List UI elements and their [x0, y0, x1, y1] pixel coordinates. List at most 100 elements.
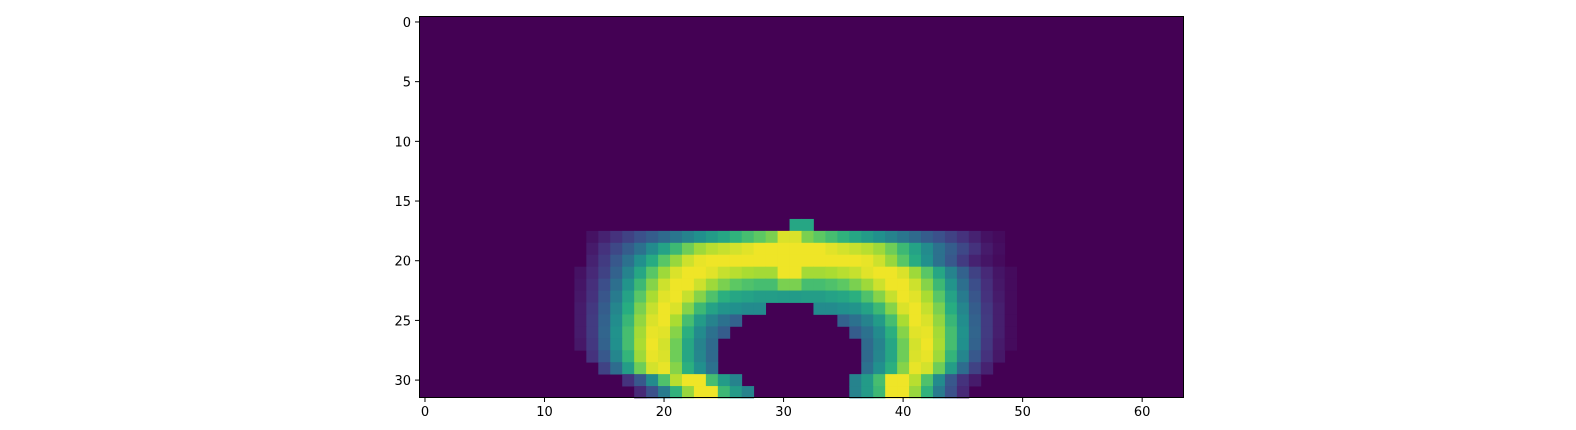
heatmap-cell	[705, 362, 719, 375]
heatmap-cell	[849, 254, 862, 268]
heatmap-cell	[741, 302, 755, 315]
heatmap-cell	[968, 266, 982, 280]
heatmap-cell	[944, 242, 958, 256]
x-axis: 0 10 20 30 40 50 60	[421, 398, 1150, 420]
heatmap-cell	[944, 326, 958, 339]
heatmap-cell	[932, 314, 946, 327]
heatmap-cell	[681, 278, 695, 291]
heatmap-cell	[753, 266, 767, 280]
heatmap-cell	[980, 314, 994, 327]
heatmap-cell	[909, 350, 922, 363]
heatmap-cell	[693, 230, 707, 244]
heatmap-cell	[932, 362, 946, 375]
heatmap-cell	[932, 374, 946, 387]
y-axis: 0 5 10 15 20 25 30	[394, 16, 419, 389]
heatmap-cell	[873, 314, 886, 327]
heatmap-cell	[932, 230, 946, 244]
heatmap-cell	[717, 374, 731, 387]
heatmap-cell	[753, 278, 767, 291]
heatmap-cell	[646, 278, 659, 291]
heatmap-cell	[897, 362, 910, 375]
heatmap-cell	[610, 302, 623, 315]
heatmap-cell	[968, 374, 982, 387]
heatmap-cell	[956, 338, 970, 351]
heatmap-cell	[921, 362, 934, 375]
heatmap-cell	[598, 230, 611, 244]
heatmap-cell	[861, 254, 874, 268]
heatmap-cell	[909, 386, 922, 399]
heatmap-cell	[658, 326, 671, 339]
heatmap-cell	[932, 386, 946, 399]
heatmap-cell	[825, 266, 838, 280]
heatmap-cell	[693, 362, 707, 375]
heatmap-cell	[658, 302, 671, 315]
heatmap-cell	[873, 242, 886, 256]
heatmap-cell	[705, 266, 719, 280]
heatmap-cell	[586, 350, 599, 363]
heatmap-cell	[921, 302, 934, 315]
heatmap-cell	[634, 362, 647, 375]
heatmap-cell	[932, 338, 946, 351]
heatmap-cell	[980, 302, 994, 315]
heatmap-cell	[825, 230, 838, 244]
heatmap-cell	[777, 254, 790, 268]
heatmap-cell	[992, 350, 1006, 363]
heatmap-cell	[909, 290, 922, 303]
heatmap-cell	[992, 326, 1006, 339]
x-tick-label: 40	[895, 405, 912, 420]
heatmap-cell	[921, 242, 934, 256]
heatmap-cell	[861, 338, 874, 351]
heatmap-cell	[873, 278, 886, 291]
heatmap-cell	[921, 254, 934, 268]
heatmap-cell	[1004, 314, 1018, 327]
heatmap-cell	[1004, 338, 1018, 351]
heatmap-cell	[1004, 266, 1018, 280]
y-tick-label: 15	[394, 195, 411, 210]
heatmap-cell	[921, 326, 934, 339]
heatmap-cell	[849, 278, 862, 291]
heatmap-cell	[944, 338, 958, 351]
heatmap-cell	[932, 242, 946, 256]
y-tick-label: 20	[394, 255, 411, 270]
heatmap-cell	[968, 326, 982, 339]
heatmap-cell	[598, 314, 611, 327]
heatmap-cell	[622, 374, 635, 387]
heatmap-cell	[944, 278, 958, 291]
heatmap-cell	[932, 302, 946, 315]
heatmap-cell	[646, 230, 659, 244]
heatmap-cell	[729, 254, 743, 268]
heatmap-cell	[909, 242, 922, 256]
heatmap-cell	[777, 278, 790, 291]
heatmap-cell	[813, 278, 826, 291]
y-tick-label: 30	[394, 374, 411, 389]
heatmap-cell	[622, 350, 635, 363]
heatmap-cell	[861, 362, 874, 375]
heatmap-cell	[670, 290, 683, 303]
heatmap-cell	[670, 362, 683, 375]
heatmap-cell	[789, 254, 802, 268]
heatmap-cell	[897, 302, 910, 315]
heatmap-cell	[909, 278, 922, 291]
heatmap-cell	[968, 338, 982, 351]
heatmap-cell	[646, 302, 659, 315]
heatmap-cell	[670, 278, 683, 291]
heatmap-cell	[909, 326, 922, 339]
heatmap-cell	[849, 314, 862, 327]
heatmap-cell	[765, 290, 778, 303]
heatmap-cell	[670, 254, 683, 268]
heatmap-cell	[753, 254, 767, 268]
heatmap-cell	[717, 290, 731, 303]
heatmap-cell	[897, 386, 910, 399]
heatmap-cell	[837, 254, 850, 268]
heatmap-cell	[610, 350, 623, 363]
heatmap-cell	[658, 386, 671, 399]
heatmap-cell	[705, 302, 719, 315]
heatmap-cell	[717, 386, 731, 399]
heatmap-cell	[837, 314, 850, 327]
heatmap-cell	[634, 338, 647, 351]
heatmap-cell	[944, 374, 958, 387]
heatmap-cell	[956, 266, 970, 280]
heatmap-cell	[610, 326, 623, 339]
heatmap-cell	[956, 254, 970, 268]
heatmap-cell	[873, 230, 886, 244]
